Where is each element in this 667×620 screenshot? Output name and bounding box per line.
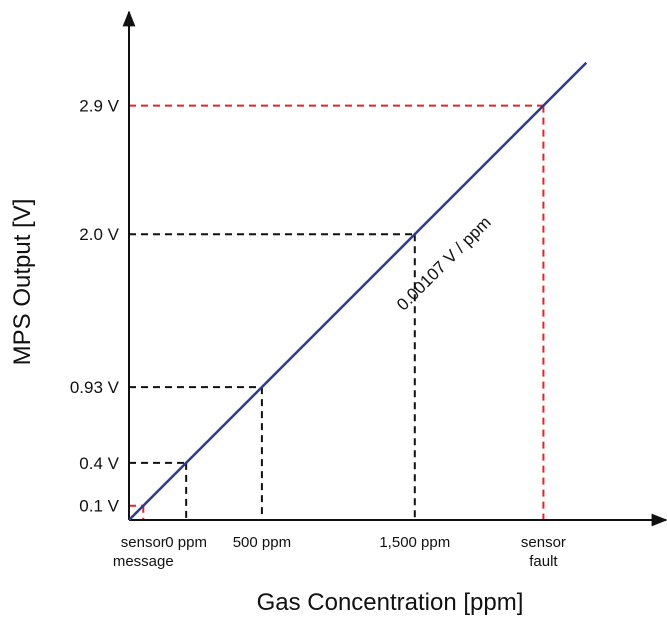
y-tick-label-sensor-message: 0.1 V (79, 497, 119, 516)
x-tick-label-sensor-message-line2: message (113, 553, 174, 570)
x-tick-label-500: 500 ppm (233, 534, 291, 551)
x-axis-title: Gas Concentration [ppm] (257, 589, 524, 616)
y-tick-label-500: 0.93 V (70, 378, 120, 397)
axes (122, 10, 667, 527)
y-tick-label-1500: 2.0 V (79, 225, 119, 244)
tick-labels: 0.1 V sensor message 0.4 V 0 ppm 0.93 V 500 pp… (70, 97, 566, 570)
slope-annotation: 0.00107 V / ppm (393, 213, 495, 315)
y-axis-title: MPS Output [V] (9, 199, 36, 366)
x-tick-label-sensor-fault-line1: sensor (521, 534, 566, 551)
series-line (128, 61, 588, 521)
y-tick-label-zero: 0.4 V (79, 454, 119, 473)
y-tick-label-sensor-fault: 2.9 V (79, 97, 119, 116)
x-tick-label-sensor-message-line1: sensor (121, 534, 166, 551)
guide-lines (129, 104, 545, 520)
x-tick-label-zero: 0 ppm (165, 534, 207, 551)
x-tick-label-1500: 1,500 ppm (379, 534, 450, 551)
series-layer (128, 61, 588, 521)
x-tick-label-sensor-fault-line2: fault (529, 553, 558, 570)
